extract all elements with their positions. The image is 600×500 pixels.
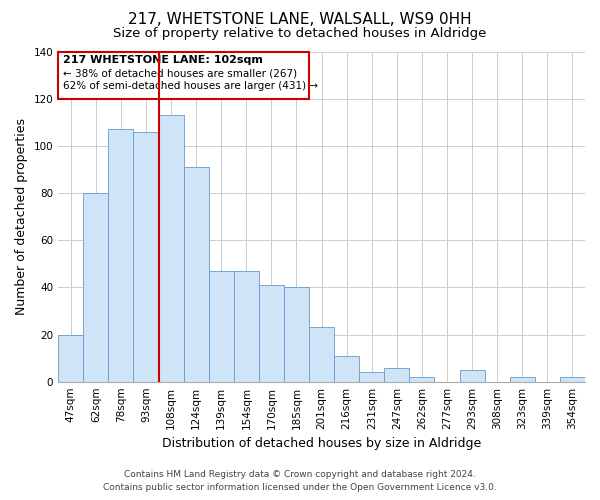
Text: Contains HM Land Registry data © Crown copyright and database right 2024.
Contai: Contains HM Land Registry data © Crown c… [103, 470, 497, 492]
Y-axis label: Number of detached properties: Number of detached properties [15, 118, 28, 315]
Bar [209, 271, 234, 382]
Bar [284, 288, 309, 382]
Bar [184, 167, 209, 382]
Bar [58, 334, 83, 382]
Text: Size of property relative to detached houses in Aldridge: Size of property relative to detached ho… [113, 28, 487, 40]
Bar [385, 368, 409, 382]
Bar [158, 115, 184, 382]
Bar [409, 377, 434, 382]
Bar [560, 377, 585, 382]
Text: 62% of semi-detached houses are larger (431) →: 62% of semi-detached houses are larger (… [63, 81, 319, 91]
Bar [234, 271, 259, 382]
X-axis label: Distribution of detached houses by size in Aldridge: Distribution of detached houses by size … [162, 437, 481, 450]
Text: 217, WHETSTONE LANE, WALSALL, WS9 0HH: 217, WHETSTONE LANE, WALSALL, WS9 0HH [128, 12, 472, 28]
Bar [510, 377, 535, 382]
Bar [309, 328, 334, 382]
Bar [133, 132, 158, 382]
Bar [109, 130, 133, 382]
Bar [83, 193, 109, 382]
Bar [460, 370, 485, 382]
Text: ← 38% of detached houses are smaller (267): ← 38% of detached houses are smaller (26… [63, 68, 298, 78]
Bar [359, 372, 385, 382]
Bar [334, 356, 359, 382]
FancyBboxPatch shape [58, 52, 309, 98]
Text: 217 WHETSTONE LANE: 102sqm: 217 WHETSTONE LANE: 102sqm [63, 55, 263, 65]
Bar [259, 285, 284, 382]
